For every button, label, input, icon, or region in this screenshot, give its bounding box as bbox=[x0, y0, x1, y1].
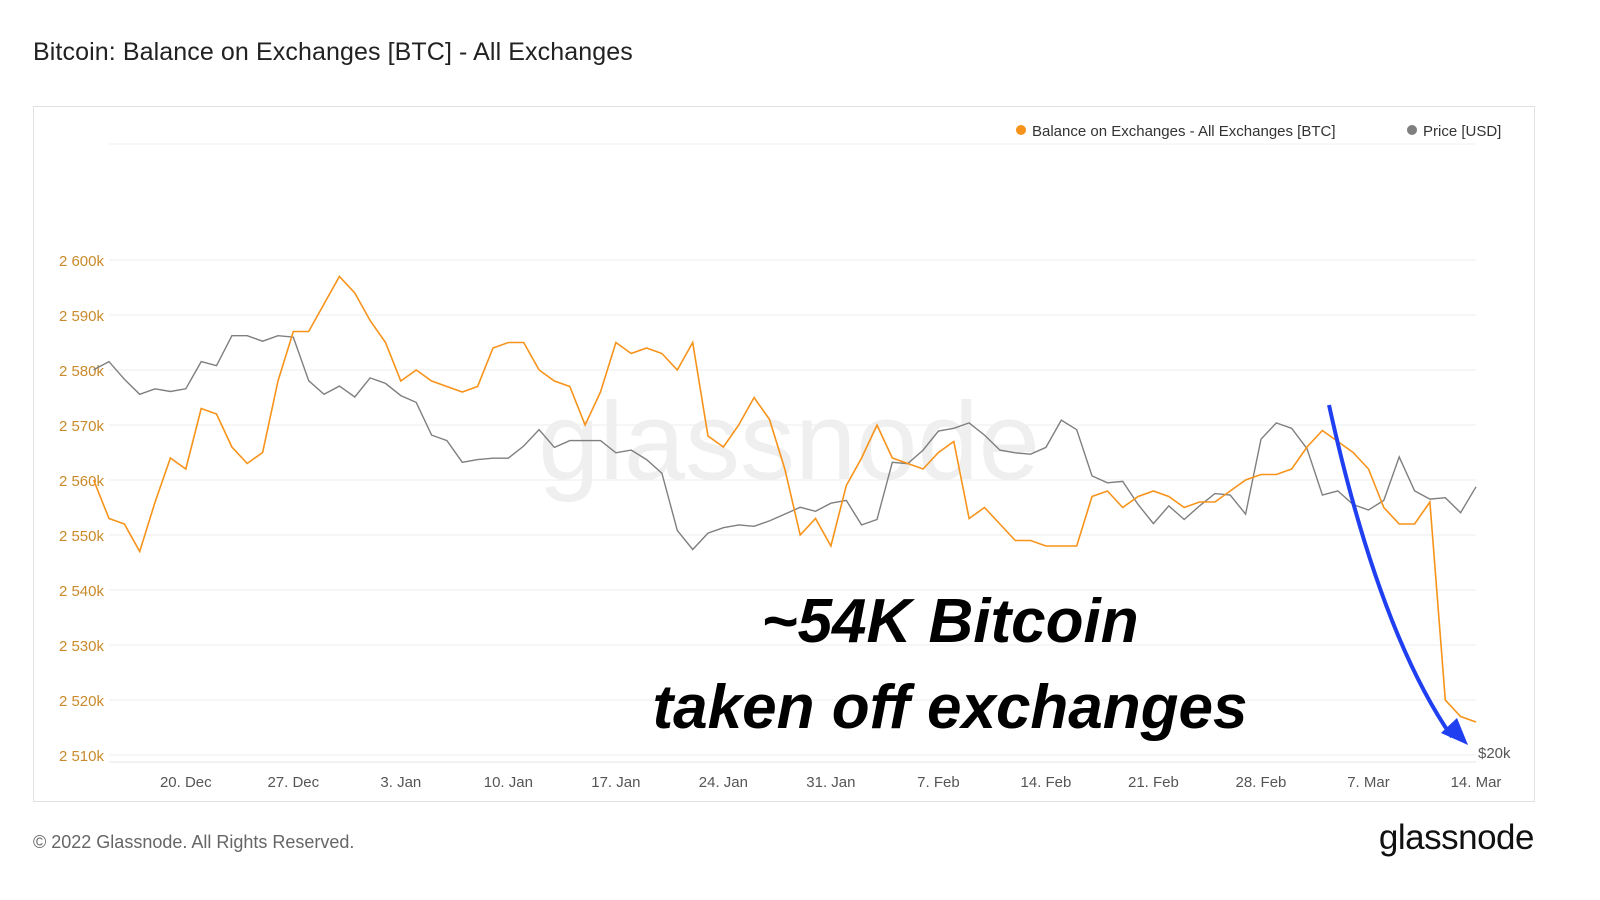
footer-copyright: © 2022 Glassnode. All Rights Reserved. bbox=[33, 832, 355, 852]
y-tick-label: 2 550k bbox=[59, 528, 105, 545]
x-tick-label: 21. Feb bbox=[1128, 774, 1179, 791]
y-tick-label: 2 510k bbox=[59, 748, 105, 765]
balance-series-line bbox=[92, 275, 1477, 723]
y-tick-label: 2 540k bbox=[59, 583, 105, 600]
grid-lines bbox=[109, 143, 1476, 763]
x-tick-label: 31. Jan bbox=[806, 774, 855, 791]
x-tick-label: 14. Mar bbox=[1451, 774, 1502, 791]
price-series-line bbox=[93, 334, 1477, 551]
x-tick-label: 28. Feb bbox=[1236, 774, 1287, 791]
annotation: ~54K Bitcoin taken off exchanges bbox=[653, 404, 1468, 745]
chart-canvas: glassnode 2 510k 2 520k 2 530k 2 540k 2 550k… bbox=[59, 123, 1511, 791]
annotation-arrowhead bbox=[1441, 718, 1468, 745]
x-tick-label: 7. Mar bbox=[1347, 774, 1390, 791]
page-title: Bitcoin: Balance on Exchanges [BTC] - Al… bbox=[33, 38, 633, 66]
legend-marker-price bbox=[1407, 125, 1417, 135]
y-tick-label: 2 590k bbox=[59, 308, 105, 325]
x-tick-label: 24. Jan bbox=[699, 774, 748, 791]
watermark-text: glassnode bbox=[538, 380, 1040, 503]
x-tick-label: 10. Jan bbox=[484, 774, 533, 791]
y-tick-label: 2 580k bbox=[59, 363, 105, 380]
x-tick-label: 20. Dec bbox=[160, 774, 212, 791]
y-tick-label: 2 600k bbox=[59, 253, 105, 270]
y-tick-label: 2 530k bbox=[59, 638, 105, 655]
x-tick-label: 7. Feb bbox=[917, 774, 960, 791]
legend-marker-balance bbox=[1016, 125, 1026, 135]
x-tick-label: 27. Dec bbox=[267, 774, 319, 791]
chart-frame: glassnode 2 510k 2 520k 2 530k 2 540k 2 550k… bbox=[33, 106, 1535, 802]
y-axis-ticks: 2 510k 2 520k 2 530k 2 540k 2 550k 2 560k 2 57… bbox=[59, 253, 105, 765]
annotation-line-2: taken off exchanges bbox=[653, 673, 1248, 742]
x-tick-label: 3. Jan bbox=[380, 774, 421, 791]
x-axis-ticks: 20. Dec 27. Dec 3. Jan 10. Jan 17. Jan 24. Ja… bbox=[160, 774, 1501, 791]
glassnode-logo[interactable]: glassnode bbox=[1378, 818, 1535, 857]
chart-legend: Balance on Exchanges - All Exchanges [BT… bbox=[1016, 123, 1501, 140]
legend-label-price[interactable]: Price [USD] bbox=[1423, 123, 1501, 140]
y-tick-label: 2 520k bbox=[59, 693, 105, 710]
y-tick-label: 2 570k bbox=[59, 418, 105, 435]
x-tick-label: 14. Feb bbox=[1020, 774, 1071, 791]
legend-label-balance[interactable]: Balance on Exchanges - All Exchanges [BT… bbox=[1032, 123, 1336, 140]
annotation-line-1: ~54K Bitcoin bbox=[761, 587, 1138, 656]
right-axis-label: $20k bbox=[1478, 745, 1511, 762]
y-tick-label: 2 560k bbox=[59, 473, 105, 490]
annotation-arrow bbox=[1327, 404, 1454, 739]
x-tick-label: 17. Jan bbox=[591, 774, 640, 791]
